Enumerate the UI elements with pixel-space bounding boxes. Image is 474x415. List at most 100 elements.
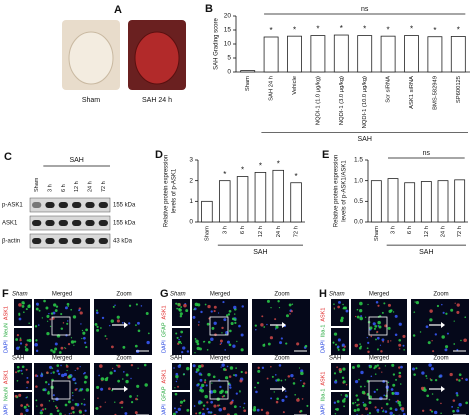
cell: [358, 378, 360, 381]
column-label: Zoom: [116, 356, 131, 362]
cell: [27, 304, 31, 309]
cell: [400, 365, 403, 369]
cell: [219, 343, 222, 345]
panel-letter: D: [155, 149, 163, 161]
cell: [239, 390, 241, 392]
cell: [362, 403, 367, 407]
cell: [121, 378, 124, 380]
cell: [427, 341, 431, 345]
y-tick-label: 1.5: [354, 157, 363, 164]
cell: [425, 375, 428, 377]
cell: [301, 398, 304, 400]
cell: [431, 340, 433, 342]
row-label: Sham: [329, 292, 345, 298]
cell: [217, 312, 220, 314]
cell: [83, 336, 86, 340]
significance: *: [363, 25, 366, 34]
cell: [16, 365, 20, 369]
cell: [210, 411, 213, 414]
cell: [180, 335, 182, 338]
y-tick-label: 10: [224, 41, 232, 48]
cell: [387, 381, 390, 384]
cell: [456, 348, 459, 351]
cell: [81, 337, 83, 340]
cell: [430, 410, 434, 413]
arrow-head: [282, 386, 286, 392]
cell: [356, 404, 359, 407]
cell: [232, 344, 236, 348]
y-tick-label: 0: [227, 69, 231, 76]
cell: [334, 379, 337, 382]
cell: [390, 340, 392, 342]
cell: [211, 382, 213, 384]
cell: [175, 380, 178, 383]
cell: [125, 373, 129, 377]
cell: [223, 368, 226, 371]
cell: [85, 388, 90, 392]
cell: [415, 300, 420, 305]
cell: [134, 344, 138, 348]
cell: [229, 401, 233, 405]
cell: [70, 412, 73, 415]
cell: [233, 305, 237, 310]
y-tick-label: 0: [189, 219, 193, 226]
channel-label: GFAP: [161, 322, 167, 337]
cell: [445, 345, 449, 349]
cell: [81, 329, 84, 332]
significance: *: [241, 166, 244, 175]
cell: [54, 342, 58, 346]
channel-label: GFAP: [161, 386, 167, 401]
cell: [25, 308, 28, 311]
band: [32, 202, 42, 208]
cell: [79, 311, 83, 315]
cell: [24, 346, 27, 348]
cell: [239, 406, 241, 408]
cell: [15, 338, 19, 341]
x-tick-label: 12 h: [258, 226, 264, 237]
cell: [135, 324, 137, 327]
cell: [38, 309, 41, 312]
cell: [402, 334, 406, 338]
cell: [130, 377, 132, 380]
cell: [177, 364, 181, 368]
cell: [336, 366, 338, 369]
cell: [180, 330, 184, 334]
cell: [276, 378, 280, 382]
cell: [182, 373, 185, 376]
band: [58, 202, 68, 208]
cell: [360, 315, 363, 318]
cell: [20, 369, 23, 372]
cell: [342, 380, 346, 384]
y-tick-label: 0.0: [354, 219, 363, 226]
cell: [229, 386, 232, 389]
cell: [465, 401, 469, 405]
cell: [367, 341, 370, 344]
cell: [47, 390, 50, 393]
bar: [380, 35, 396, 73]
cell: [398, 322, 402, 326]
cell: [116, 315, 120, 319]
cell: [392, 311, 395, 313]
bar: [236, 176, 249, 223]
cell: [285, 395, 288, 398]
cell: [72, 377, 76, 382]
cell: [193, 405, 196, 407]
cell: [244, 371, 248, 374]
cell: [136, 398, 139, 401]
cell: [67, 343, 71, 346]
cell: [439, 374, 443, 378]
panel-letter: H: [319, 288, 327, 300]
cell: [175, 374, 179, 379]
channel-label: DAPI: [3, 404, 9, 415]
cell: [290, 374, 294, 378]
cell: [256, 381, 260, 385]
cell: [55, 305, 59, 308]
cell: [72, 399, 74, 401]
cell: [73, 344, 75, 346]
column-label: Merged: [210, 292, 230, 298]
cell: [15, 371, 18, 374]
cell: [344, 394, 348, 398]
cell: [202, 408, 205, 411]
cell: [72, 315, 77, 319]
